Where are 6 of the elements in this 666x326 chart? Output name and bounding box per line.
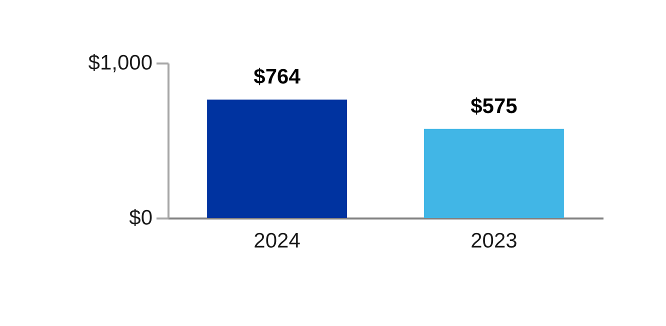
x-tick-label: 2024 [254,230,301,252]
y-tick-label: $0 [129,206,152,230]
y-tick-label: $1,000 [88,52,152,74]
x-tick-label: 2023 [470,230,518,252]
data-label: $764 [254,66,301,89]
data-label: $575 [470,94,518,118]
